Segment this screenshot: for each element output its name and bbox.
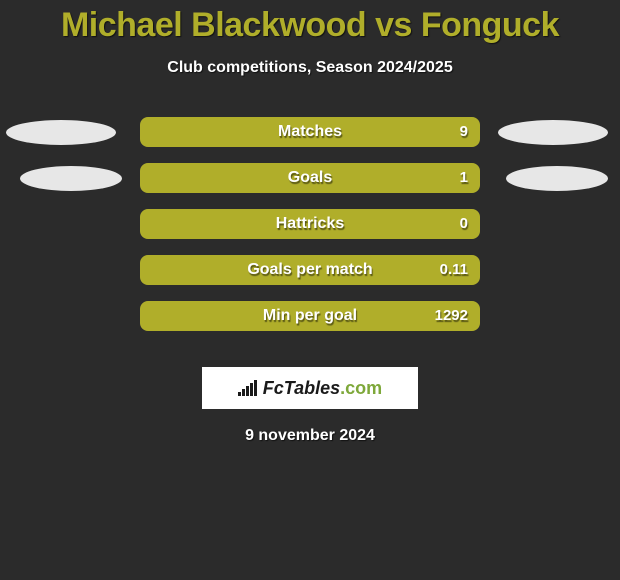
page-subtitle: Club competitions, Season 2024/2025 [0,59,620,77]
logo-text-main: FcTables [263,378,340,398]
stat-row-min-per-goal: Min per goal 1292 [0,301,620,347]
stat-label: Goals [140,169,480,187]
stat-label: Goals per match [140,261,480,279]
stat-row-hattricks: Hattricks 0 [0,209,620,255]
player-left-ellipse [20,166,122,191]
stat-bar: Goals per match 0.11 [140,255,480,285]
stat-value: 1292 [435,307,468,324]
comparison-infographic: Michael Blackwood vs Fonguck Club compet… [0,0,620,580]
stat-label: Hattricks [140,215,480,233]
stat-bar: Matches 9 [140,117,480,147]
stat-label: Matches [140,123,480,141]
stat-bar: Goals 1 [140,163,480,193]
player-right-ellipse [498,120,608,145]
logo-text: FcTables.com [263,378,382,399]
page-title: Michael Blackwood vs Fonguck [0,6,620,45]
logo-bars-icon [238,380,257,396]
stat-row-matches: Matches 9 [0,117,620,163]
stat-bar: Hattricks 0 [140,209,480,239]
player-left-ellipse [6,120,116,145]
stats-chart: Matches 9 Goals 1 Hattricks 0 [0,117,620,347]
stat-row-goals: Goals 1 [0,163,620,209]
player-right-ellipse [506,166,608,191]
stat-bar: Min per goal 1292 [140,301,480,331]
chart-date: 9 november 2024 [0,427,620,445]
logo-text-domain: .com [340,378,382,398]
stat-value: 0 [460,215,468,232]
fctables-logo: FcTables.com [202,367,418,409]
stat-label: Min per goal [140,307,480,325]
stat-value: 0.11 [440,261,468,278]
stat-value: 1 [460,169,468,186]
stat-row-goals-per-match: Goals per match 0.11 [0,255,620,301]
stat-value: 9 [460,123,468,140]
